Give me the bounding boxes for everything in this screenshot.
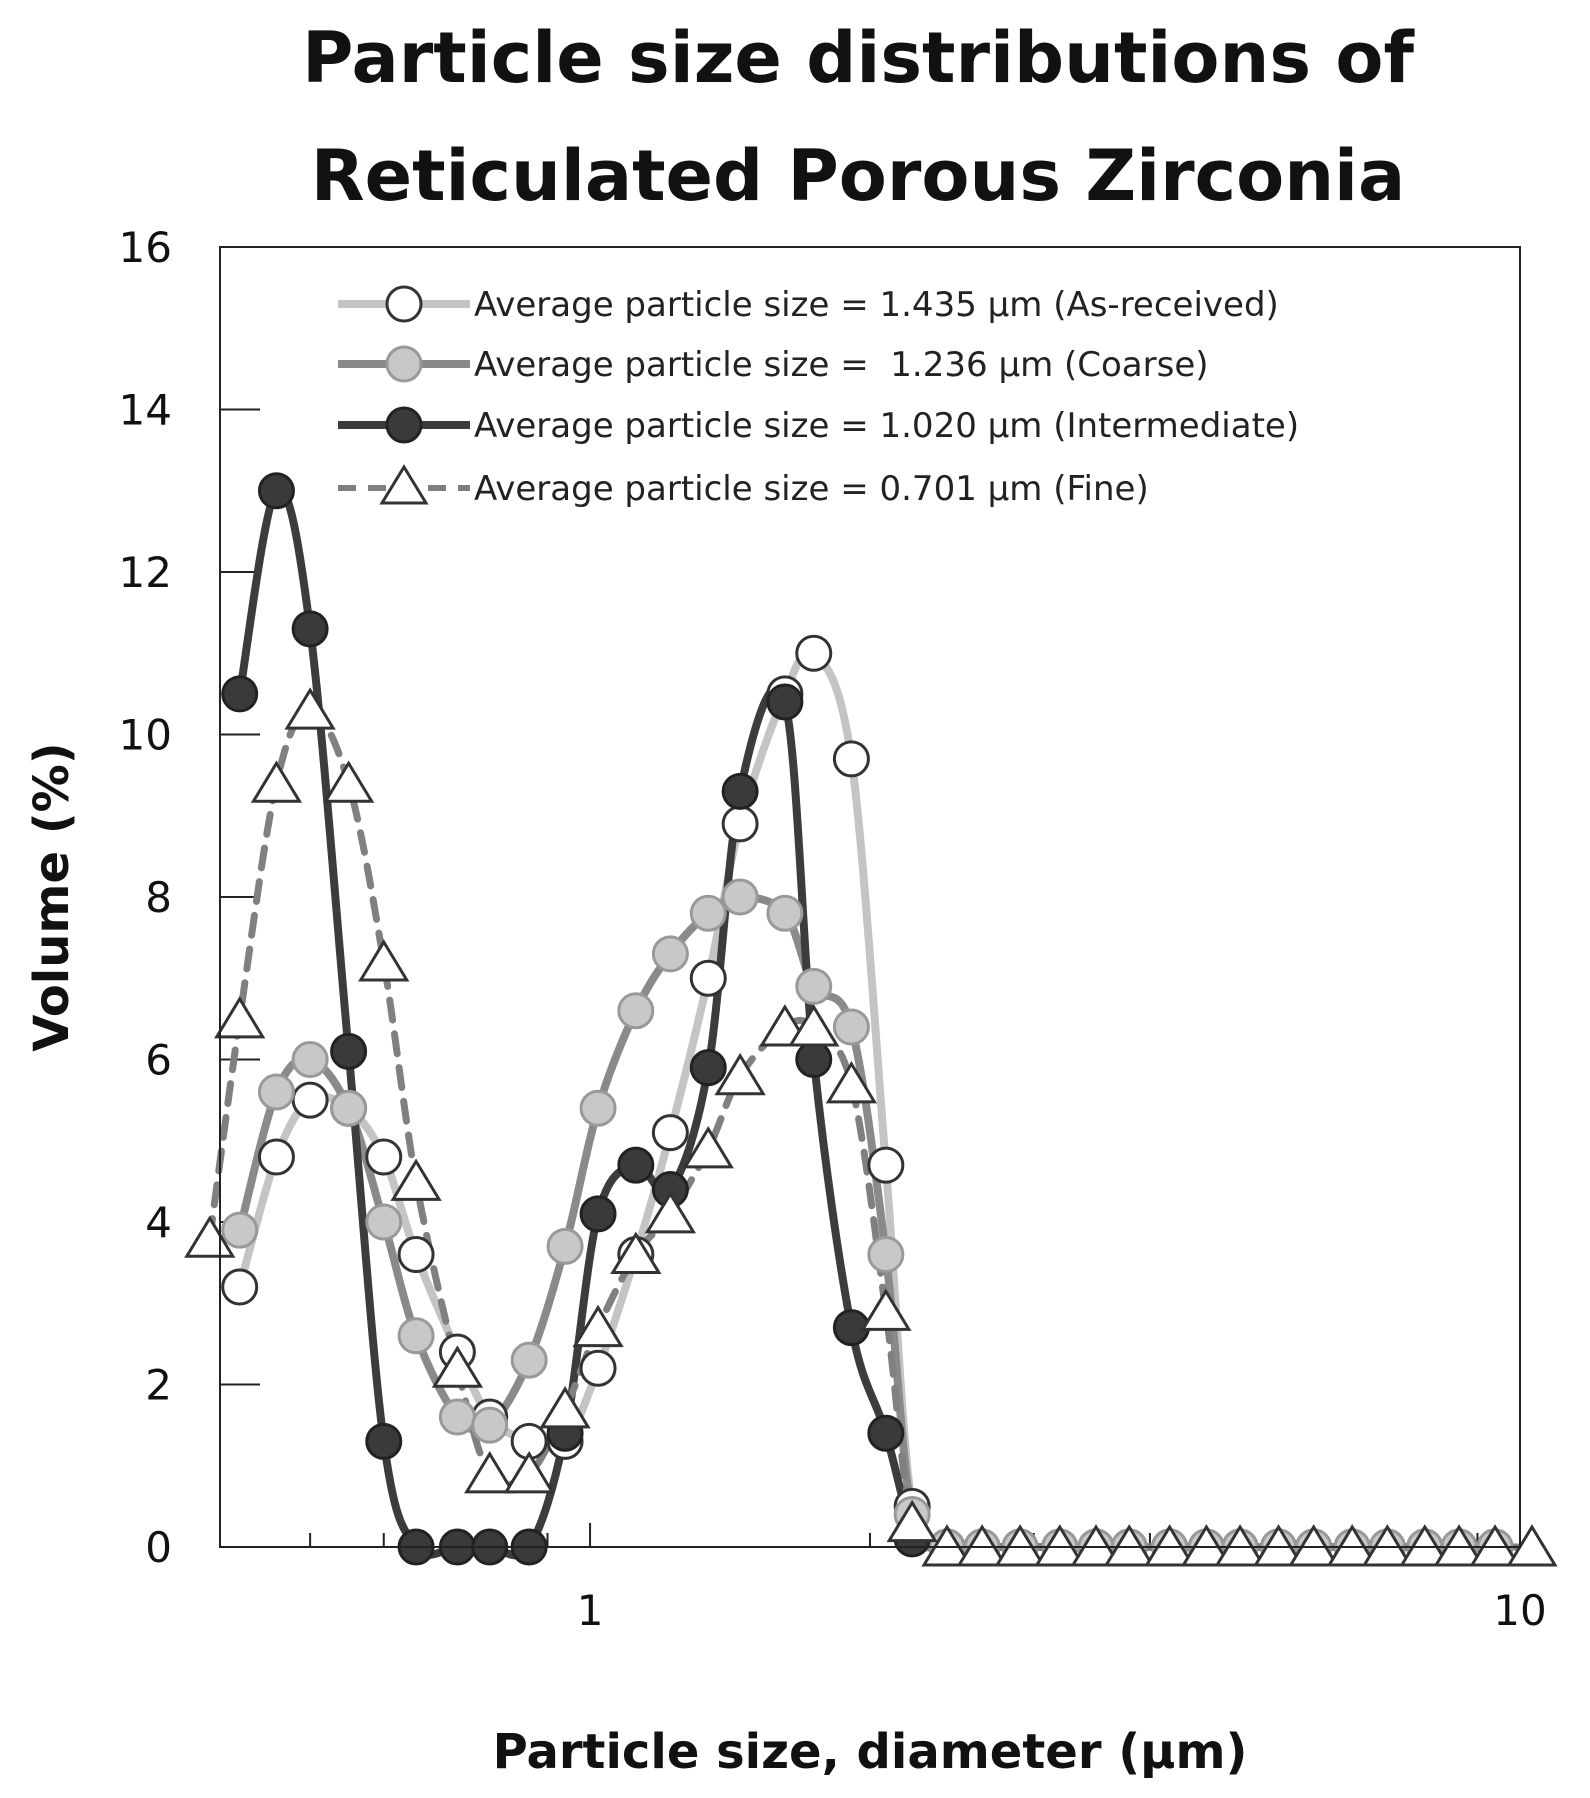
data-point-fine bbox=[322, 760, 375, 803]
data-point-intermediate bbox=[257, 472, 295, 510]
data-point-intermediate bbox=[766, 683, 804, 721]
data-point-intermediate bbox=[795, 1041, 833, 1078]
data-point-as-received bbox=[221, 1268, 259, 1306]
legend-label-as-received: Average particle size = 1.435 µm (As-rec… bbox=[474, 285, 1279, 325]
data-point-fine bbox=[572, 1304, 624, 1348]
data-point-as-received bbox=[651, 1114, 689, 1152]
x-axis-label: Particle size, diameter (µm) bbox=[493, 1724, 1248, 1780]
data-point-coarse bbox=[579, 1089, 617, 1127]
data-point-as-received bbox=[795, 634, 833, 672]
data-point-fine bbox=[825, 1060, 878, 1104]
data-point-intermediate bbox=[721, 772, 759, 810]
data-point-fine bbox=[644, 1190, 697, 1234]
data-point-fine bbox=[184, 1215, 236, 1258]
y-tick-label: 4 bbox=[145, 1198, 172, 1247]
y-tick-label: 16 bbox=[119, 223, 172, 272]
data-point-as-received bbox=[689, 959, 727, 997]
y-tick-label: 2 bbox=[145, 1361, 172, 1410]
data-point-coarse bbox=[510, 1341, 548, 1379]
data-point-as-received bbox=[867, 1146, 905, 1184]
data-point-fine bbox=[539, 1385, 591, 1429]
data-point-fine bbox=[714, 1052, 766, 1096]
data-point-intermediate bbox=[617, 1146, 655, 1184]
data-point-as-received bbox=[291, 1081, 329, 1119]
y-tick-labels: 0 2 4 6 8 10 12 14 16 bbox=[119, 223, 172, 1572]
data-point-fine bbox=[390, 1158, 442, 1201]
y-tick-label: 0 bbox=[145, 1523, 172, 1572]
data-point-intermediate bbox=[291, 610, 329, 648]
data-point-coarse bbox=[365, 1203, 403, 1241]
legend: Average particle size = 1.435 µm (As-rec… bbox=[338, 285, 1299, 509]
legend-marker-intermediate bbox=[385, 406, 423, 444]
data-point-intermediate bbox=[221, 675, 259, 713]
data-point-fine bbox=[250, 760, 303, 803]
y-tick-label: 6 bbox=[145, 1036, 172, 1085]
data-point-fine bbox=[431, 1345, 484, 1388]
legend-marker-fine bbox=[379, 464, 429, 505]
data-point-intermediate bbox=[867, 1414, 905, 1452]
data-point-coarse bbox=[867, 1236, 905, 1273]
series-layer bbox=[184, 472, 1558, 1567]
y-tick-label: 10 bbox=[119, 711, 172, 760]
data-point-coarse bbox=[471, 1406, 509, 1444]
data-point-coarse bbox=[721, 878, 759, 916]
data-point-coarse bbox=[330, 1089, 368, 1127]
legend-entry-coarse: Average particle size = 1.236 µm (Coarse… bbox=[338, 345, 1209, 385]
x-tick-label: 10 bbox=[1493, 1586, 1546, 1635]
legend-marker-as-received bbox=[385, 285, 423, 323]
data-point-fine bbox=[284, 687, 336, 730]
data-point-fine bbox=[214, 995, 266, 1039]
data-point-fine bbox=[358, 939, 410, 982]
legend-entry-intermediate: Average particle size = 1.020 µm (Interm… bbox=[338, 406, 1299, 446]
y-tick-label: 12 bbox=[119, 548, 172, 597]
data-point-fine bbox=[886, 1499, 938, 1543]
x-tick-label: 1 bbox=[577, 1586, 604, 1635]
data-point-coarse bbox=[651, 935, 689, 973]
legend-marker-coarse bbox=[385, 345, 423, 383]
x-tick-labels: 1 10 bbox=[577, 1586, 1547, 1635]
data-point-coarse bbox=[221, 1211, 259, 1249]
data-point-coarse bbox=[291, 1041, 329, 1078]
chart-title-line-2: Reticulated Porous Zirconia bbox=[311, 135, 1406, 217]
legend-label-intermediate: Average particle size = 1.020 µm (Interm… bbox=[474, 406, 1299, 446]
data-point-intermediate bbox=[365, 1422, 403, 1460]
data-point-coarse bbox=[832, 1008, 870, 1046]
data-point-as-received bbox=[397, 1236, 435, 1273]
data-point-as-received bbox=[832, 740, 870, 778]
legend-label-fine: Average particle size = 0.701 µm (Fine) bbox=[474, 469, 1149, 509]
legend-label-coarse: Average particle size = 1.236 µm (Coarse… bbox=[474, 345, 1209, 385]
data-point-coarse bbox=[438, 1398, 476, 1436]
data-point-intermediate bbox=[689, 1049, 727, 1087]
data-point-coarse bbox=[546, 1227, 584, 1265]
data-point-fine bbox=[788, 1004, 840, 1047]
y-axis-label: Volume (%) bbox=[24, 742, 80, 1051]
y-tick-label: 8 bbox=[145, 873, 172, 922]
data-point-fine bbox=[503, 1450, 555, 1494]
data-point-coarse bbox=[766, 894, 804, 932]
data-point-coarse bbox=[689, 894, 727, 932]
chart-title-line-1: Particle size distributions of bbox=[302, 17, 1415, 99]
data-point-as-received bbox=[721, 805, 759, 843]
y-tick-label: 14 bbox=[119, 386, 172, 435]
legend-entry-as-received: Average particle size = 1.435 µm (As-rec… bbox=[338, 285, 1279, 325]
data-point-coarse bbox=[795, 967, 833, 1005]
plot-frame bbox=[219, 246, 1521, 1548]
data-point-fine bbox=[610, 1231, 662, 1274]
data-point-fine bbox=[682, 1125, 734, 1169]
data-point-as-received bbox=[257, 1138, 295, 1176]
data-point-as-received bbox=[365, 1138, 403, 1176]
series-line-coarse bbox=[235, 893, 1499, 1554]
data-point-coarse bbox=[257, 1073, 295, 1111]
data-point-intermediate bbox=[330, 1032, 368, 1070]
data-point-coarse bbox=[397, 1317, 435, 1355]
legend-entry-fine: Average particle size = 0.701 µm (Fine) bbox=[338, 464, 1149, 509]
data-point-intermediate bbox=[579, 1195, 617, 1233]
data-point-fine bbox=[860, 1288, 912, 1331]
data-point-fine bbox=[464, 1450, 516, 1494]
data-point-coarse bbox=[617, 992, 655, 1030]
data-point-as-received bbox=[579, 1349, 617, 1387]
